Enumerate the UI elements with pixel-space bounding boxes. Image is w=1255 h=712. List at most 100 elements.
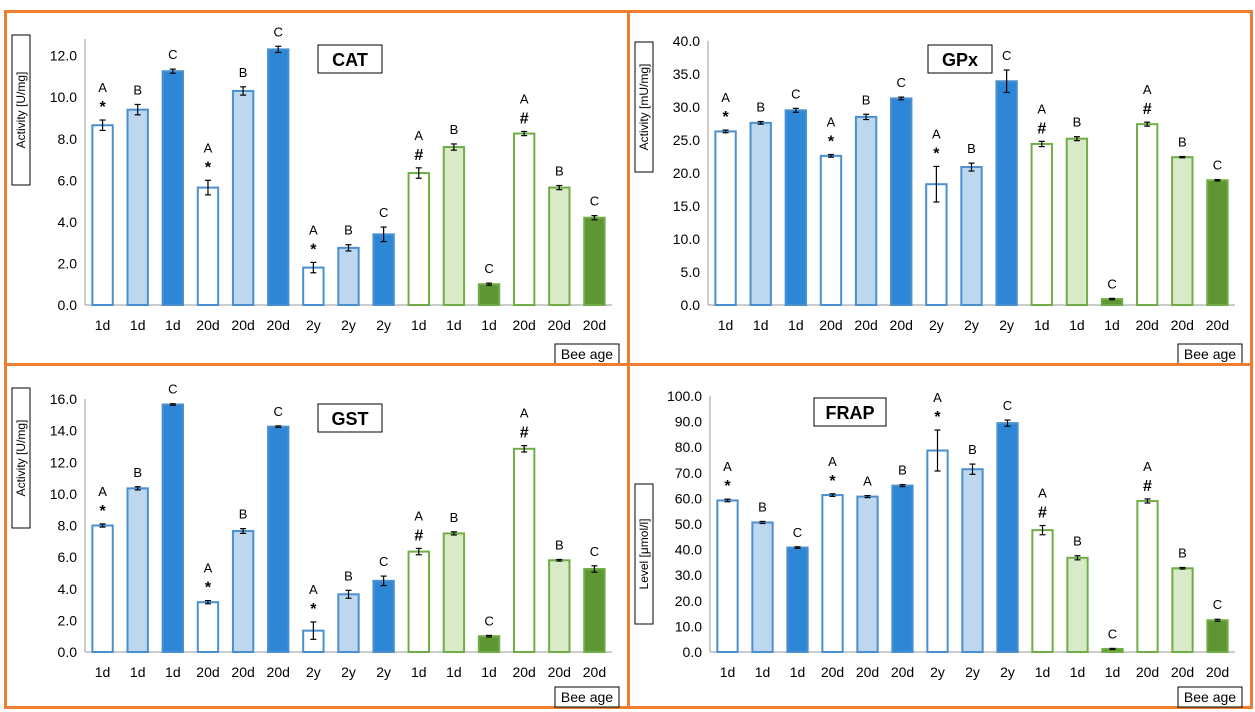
bar (512, 132, 536, 306)
x-tick-label: 20d (548, 664, 571, 680)
bar (372, 233, 395, 306)
bar (1065, 137, 1089, 307)
y-tick-label: 15.0 (673, 198, 700, 214)
chart-title-frame (813, 397, 887, 427)
significance-letter: C (274, 24, 283, 39)
bar (856, 495, 879, 653)
x-tick-label: 20d (1136, 664, 1159, 680)
significance-letter: A (309, 222, 318, 237)
significance-letter: C (793, 525, 802, 540)
x-tick-label: 20d (1206, 317, 1229, 333)
y-tick-label: 10.0 (673, 231, 700, 247)
y-tick-label: 12.0 (50, 454, 77, 470)
significance-letter: A (98, 80, 107, 95)
x-tick-label: 1d (1070, 664, 1086, 680)
y-axis-label: Level [μmol/l] (637, 519, 651, 590)
significance-mark: # (520, 425, 529, 442)
bar (196, 186, 220, 306)
x-tick-label: 20d (267, 317, 290, 333)
x-tick-label: 1d (411, 317, 427, 333)
significance-letter: B (450, 122, 459, 137)
chart-title-frame (317, 44, 383, 74)
y-tick-label: 30.0 (673, 99, 700, 115)
significance-letter: A (520, 406, 529, 421)
significance-letter: B (862, 92, 871, 107)
x-tick-label: 1d (1034, 317, 1050, 333)
y-tick-label: 2.0 (58, 612, 78, 628)
significance-mark: * (722, 109, 729, 126)
x-axis-label: Bee age (1184, 689, 1236, 705)
bar (1031, 529, 1054, 653)
bar (161, 70, 185, 306)
y-axis-label-box: Level [μmol/l] (634, 483, 654, 625)
x-tick-label: 20d (890, 317, 913, 333)
x-tick-label: 20d (512, 317, 535, 333)
chart-frap: 0.0 10.0 20.0 30.0 40.0 50.0 60.0 70.0 80.0 90.0 1… (634, 388, 1243, 708)
significance-letter: B (239, 65, 248, 80)
y-tick-label: 10.0 (50, 89, 77, 105)
x-tick-label: 1d (720, 664, 736, 680)
significance-mark: * (724, 478, 731, 495)
chart-title-frame (317, 403, 383, 433)
significance-letter: C (274, 404, 283, 419)
x-tick-label: 2y (306, 317, 321, 333)
y-tick-label: 14.0 (50, 423, 77, 439)
bar (1030, 142, 1053, 306)
y-axis-label: Activity [U/mg] (14, 72, 28, 149)
y-tick-label: 6.0 (58, 172, 78, 188)
bar (1206, 179, 1229, 306)
significance-letter: B (1178, 135, 1187, 150)
bar (161, 403, 185, 653)
bar (477, 635, 501, 653)
x-tick-label: 1d (130, 317, 146, 333)
chart-gpx: 0.0 5.0 10.0 15.0 20.0 25.0 30.0 35.0 40.0 A * 1d B 1… (634, 33, 1243, 365)
x-tick-label: 20d (196, 317, 219, 333)
significance-letter: A (827, 115, 836, 130)
significance-letter: B (967, 141, 976, 156)
chart-title-frame (927, 44, 993, 74)
x-tick-label: 20d (512, 664, 535, 680)
bar (961, 468, 984, 653)
chart-title-box: CAT (317, 44, 383, 74)
y-tick-label: 12.0 (50, 48, 77, 64)
significance-letter: A (721, 90, 730, 105)
bar (407, 172, 430, 306)
significance-letter: A (1037, 101, 1046, 116)
bar (749, 121, 772, 306)
x-tick-label: 20d (1171, 317, 1194, 333)
x-tick-label: 2y (341, 664, 356, 680)
significance-letter: A (309, 582, 318, 597)
significance-mark: * (933, 145, 940, 162)
significance-letter: B (555, 164, 564, 179)
bar (1206, 619, 1229, 653)
significance-mark: * (205, 580, 212, 597)
bar (548, 186, 571, 306)
x-axis-label-frame (554, 686, 620, 708)
y-tick-label: 0.0 (683, 644, 703, 660)
x-tick-label: 20d (854, 317, 877, 333)
bar (583, 216, 606, 306)
significance-mark: * (310, 241, 317, 258)
significance-letter: B (898, 463, 907, 478)
significance-mark: # (1037, 120, 1046, 137)
x-tick-label: 2y (306, 664, 321, 680)
significance-letter: B (133, 465, 142, 480)
y-tick-label: 2.0 (58, 255, 78, 271)
y-tick-label: 30.0 (675, 567, 702, 583)
x-tick-label: 1d (165, 317, 181, 333)
bar (196, 601, 220, 654)
bar (821, 494, 844, 653)
significance-letter: A (828, 454, 837, 469)
significance-letter: A (414, 128, 423, 143)
x-tick-label: 2y (1000, 664, 1015, 680)
x-tick-label: 1d (95, 317, 111, 333)
y-axis-label-frame (634, 41, 654, 173)
y-tick-label: 20.0 (675, 593, 702, 609)
significance-letter: C (590, 194, 599, 209)
x-tick-label: 20d (583, 664, 606, 680)
x-tick-label: 1d (1069, 317, 1085, 333)
significance-letter: C (1002, 48, 1011, 63)
x-tick-label: 20d (231, 317, 254, 333)
y-tick-label: 5.0 (681, 264, 701, 280)
